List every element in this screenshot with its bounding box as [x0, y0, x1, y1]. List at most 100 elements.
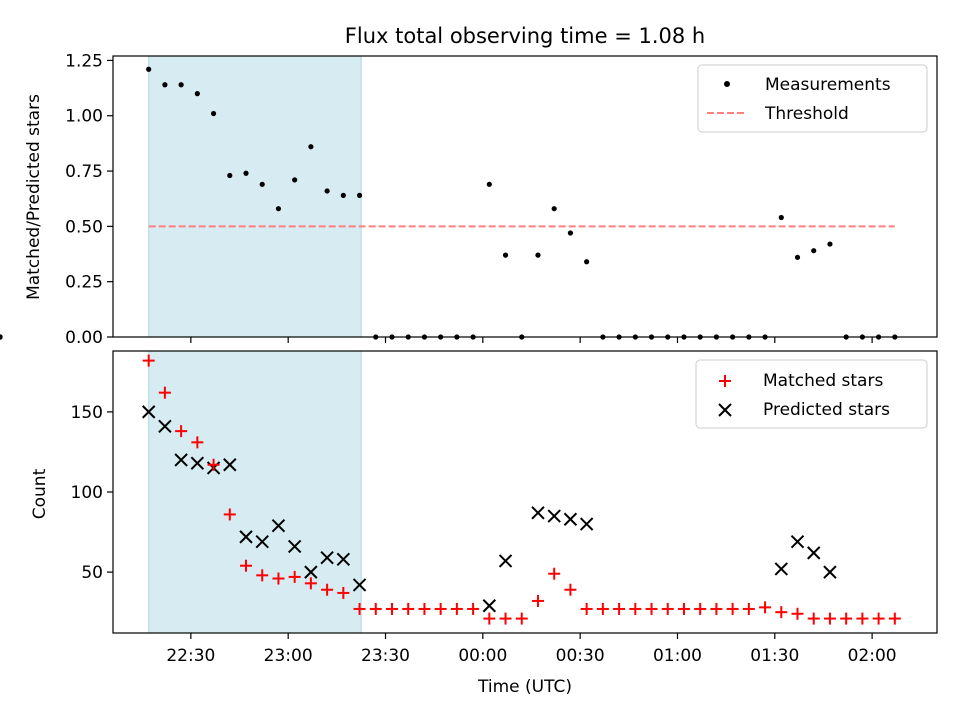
- matched-star-point: [872, 612, 885, 625]
- matched-star-point: [759, 601, 772, 614]
- predicted-star-point: [174, 453, 188, 467]
- matched-star-point: [385, 602, 398, 615]
- matched-star-point: [450, 602, 463, 615]
- measurement-point: [227, 172, 233, 179]
- measurement-point: [535, 252, 541, 258]
- y-tick-label: 1.25: [65, 51, 103, 71]
- predicted-star-point: [223, 458, 237, 472]
- matched-star-point: [629, 602, 642, 615]
- matched-star-point: [369, 602, 382, 615]
- matched-star-point: [613, 602, 626, 615]
- legend-threshold-label: Threshold: [764, 104, 849, 124]
- top-axes-frame: [112, 55, 938, 338]
- y-tick-label: 0.75: [65, 162, 103, 182]
- measurement-point: [194, 91, 200, 97]
- matched-star-point: [288, 570, 301, 583]
- shaded-span: [148, 55, 362, 338]
- measurement-point: [146, 66, 152, 72]
- predicted-star-point: [807, 546, 821, 560]
- predicted-star-point: [287, 539, 302, 554]
- predicted-star-point: [352, 578, 367, 592]
- measurement-point: [275, 206, 282, 212]
- predicted-star-point: [158, 419, 172, 434]
- matched-star-point: [304, 577, 317, 590]
- measurement-point: [794, 254, 801, 260]
- matched-star-point: [531, 594, 544, 607]
- top-legend-box: [697, 64, 928, 133]
- matched-star-point: [888, 612, 901, 625]
- legend-matched-marker: [719, 375, 731, 387]
- measurement-point: [486, 181, 492, 187]
- matched-stars-points: [142, 354, 901, 625]
- shaded-span: [148, 350, 362, 634]
- measurement-point: [356, 192, 363, 198]
- predicted-star-point: [498, 554, 513, 568]
- matched-star-point: [240, 559, 253, 572]
- matched-star-point: [272, 572, 285, 585]
- legend-predicted-marker: [718, 403, 732, 417]
- predicted-star-point: [774, 562, 788, 576]
- y-tick-label: 50: [81, 563, 103, 583]
- predicted-star-point: [563, 512, 578, 526]
- measurement-point: [259, 181, 265, 187]
- matched-star-point: [256, 569, 269, 582]
- bottom-y-ticks: 50 100 150: [71, 403, 113, 583]
- measurement-point: [210, 110, 217, 117]
- x-tick-label: 01:00: [653, 646, 702, 666]
- measurement-point: [584, 259, 590, 265]
- matched-star-point: [840, 612, 853, 625]
- matched-star-point: [223, 508, 236, 521]
- matched-star-point: [645, 602, 658, 615]
- top-legend: Measurements Threshold: [697, 64, 928, 133]
- predicted-star-point: [531, 506, 545, 520]
- matched-star-point: [742, 602, 755, 615]
- predicted-star-point: [190, 456, 205, 470]
- matched-star-point: [158, 386, 171, 399]
- top-x-ticks: [190, 337, 873, 343]
- measurement-point: [502, 252, 509, 258]
- matched-star-point: [467, 602, 480, 615]
- predicted-star-point: [141, 405, 156, 419]
- measurement-point: [827, 241, 833, 247]
- measurement-point: [567, 230, 574, 236]
- predicted-star-point: [255, 534, 269, 549]
- x-tick-label: 00:30: [556, 646, 605, 666]
- matched-star-point: [710, 602, 723, 615]
- predicted-star-point: [336, 552, 351, 567]
- bottom-x-ticks: 22:30 23:00 23:30 00:00 00:30 01:00 01:30 02:00: [166, 633, 897, 666]
- x-tick-label: 02:00: [848, 646, 897, 666]
- predicted-star-point: [482, 599, 497, 613]
- bottom-panel: 50 100 150 22:30 23:00 23:30 00:00 00:30 01:00 0…: [30, 350, 938, 697]
- matched-star-point: [661, 602, 674, 615]
- x-axis-label: Time (UTC): [477, 677, 572, 697]
- matched-star-point: [694, 602, 707, 615]
- matched-star-point: [856, 612, 869, 625]
- matched-star-point: [321, 583, 334, 596]
- y-tick-label: 150: [71, 403, 103, 423]
- legend-measurements-marker: [724, 81, 730, 87]
- predicted-star-point: [320, 550, 334, 565]
- measurement-point: [292, 177, 298, 183]
- predicted-star-point: [304, 565, 318, 579]
- x-tick-label: 22:30: [166, 646, 215, 666]
- bottom-y-axis-label: Count: [30, 468, 50, 519]
- shaded-span-rect: [148, 350, 362, 634]
- matched-star-point: [191, 436, 204, 449]
- y-tick-label: 0.50: [65, 217, 103, 237]
- x-tick-label: 00:00: [458, 646, 507, 666]
- matched-star-point: [596, 602, 609, 615]
- legend-matched-label: Matched stars: [763, 371, 883, 391]
- matched-star-point: [580, 602, 593, 615]
- predicted-star-point: [547, 509, 561, 523]
- top-y-ticks: 0.00 0.25 0.50 0.75 1.00 1.25: [65, 51, 113, 348]
- matched-star-point: [402, 602, 415, 615]
- legend-predicted-label: Predicted stars: [763, 400, 890, 420]
- matched-star-point: [791, 607, 804, 620]
- matched-star-point: [677, 602, 690, 615]
- matched-star-point: [564, 583, 577, 596]
- predicted-star-point: [239, 530, 253, 544]
- predicted-star-point: [579, 517, 594, 531]
- chart-title: Flux total observing time = 1.08 h: [345, 24, 705, 48]
- matched-star-point: [515, 612, 528, 625]
